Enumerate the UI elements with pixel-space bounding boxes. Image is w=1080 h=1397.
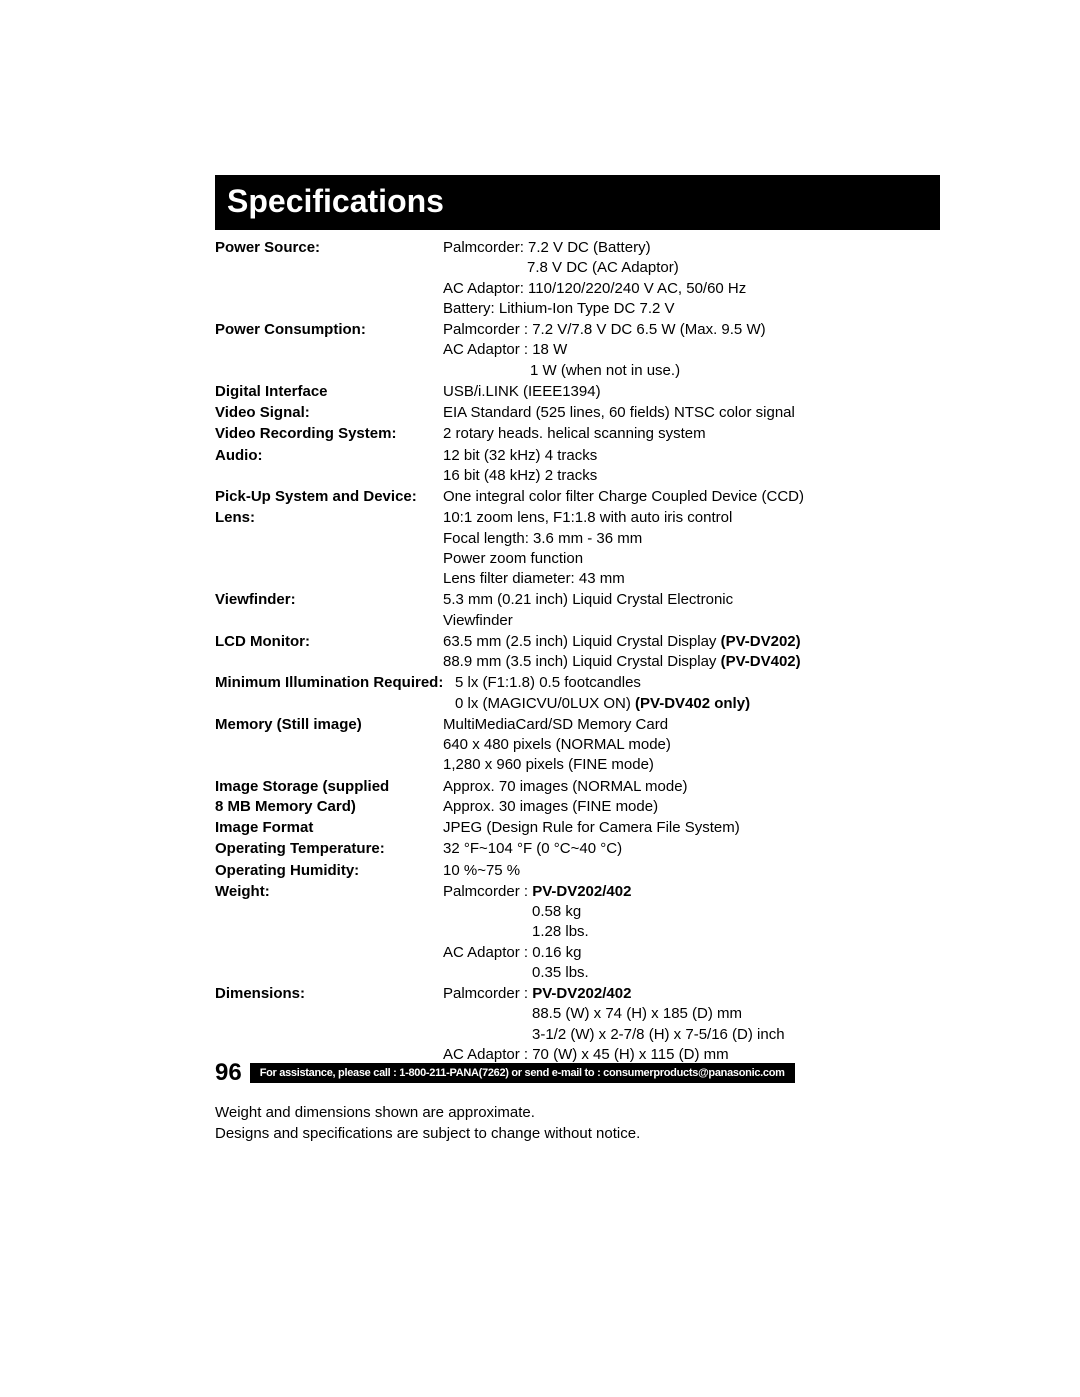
spec-value: Palmcorder: 7.2 V DC (Battery) 7.8 V DC … bbox=[443, 238, 940, 319]
footer-note-line: Weight and dimensions shown are approxim… bbox=[215, 1103, 940, 1123]
spec-row-digital-interface: Digital Interface USB/i.LINK (IEEE1394) bbox=[215, 382, 940, 402]
spec-row-operating-temp: Operating Temperature: 32 °F~104 °F (0 °… bbox=[215, 839, 940, 859]
spec-value: Palmcorder : 7.2 V/7.8 V DC 6.5 W (Max. … bbox=[443, 320, 940, 381]
footer-note-line: Designs and specifications are subject t… bbox=[215, 1124, 940, 1144]
spec-value: 63.5 mm (2.5 inch) Liquid Crystal Displa… bbox=[443, 632, 940, 673]
spec-value: MultiMediaCard/SD Memory Card 640 x 480 … bbox=[443, 715, 940, 776]
spec-value: Approx. 70 images (NORMAL mode) Approx. … bbox=[443, 777, 940, 818]
spec-value: 32 °F~104 °F (0 °C~40 °C) bbox=[443, 839, 940, 859]
title-bar: Specifications bbox=[215, 175, 940, 230]
spec-row-weight: Weight: Palmcorder : PV-DV202/402 0.58 k… bbox=[215, 882, 940, 983]
bottom-bar: 96 For assistance, please call : 1-800-2… bbox=[215, 1059, 795, 1087]
page-number: 96 bbox=[215, 1059, 242, 1087]
spec-row-power-source: Power Source: Palmcorder: 7.2 V DC (Batt… bbox=[215, 238, 940, 319]
page-title: Specifications bbox=[227, 183, 928, 220]
specs-table: Power Source: Palmcorder: 7.2 V DC (Batt… bbox=[215, 238, 940, 1085]
spec-row-lcd-monitor: LCD Monitor: 63.5 mm (2.5 inch) Liquid C… bbox=[215, 632, 940, 673]
spec-label: Weight: bbox=[215, 882, 443, 983]
spec-value: USB/i.LINK (IEEE1394) bbox=[443, 382, 940, 402]
spec-row-image-storage: Image Storage (supplied 8 MB Memory Card… bbox=[215, 777, 940, 818]
footer-notes: Weight and dimensions shown are approxim… bbox=[215, 1103, 940, 1144]
footer-banner: For assistance, please call : 1-800-211-… bbox=[250, 1063, 795, 1083]
spec-value: 5 lx (F1:1.8) 0.5 footcandles 0 lx (MAGI… bbox=[455, 673, 940, 714]
spec-value: 5.3 mm (0.21 inch) Liquid Crystal Electr… bbox=[443, 590, 940, 631]
page-container: Specifications Power Source: Palmcorder:… bbox=[0, 0, 1080, 1144]
spec-row-video-recording: Video Recording System: 2 rotary heads. … bbox=[215, 424, 940, 444]
spec-row-min-illumination: Minimum Illumination Required: 5 lx (F1:… bbox=[215, 673, 940, 714]
spec-label: Memory (Still image) bbox=[215, 715, 443, 776]
spec-row-power-consumption: Power Consumption: Palmcorder : 7.2 V/7.… bbox=[215, 320, 940, 381]
spec-value: 10 %~75 % bbox=[443, 861, 940, 881]
spec-label: Power Source: bbox=[215, 238, 443, 319]
spec-label: Viewfinder: bbox=[215, 590, 443, 631]
spec-row-pickup: Pick-Up System and Device: One integral … bbox=[215, 487, 940, 507]
spec-label: Operating Temperature: bbox=[215, 839, 443, 859]
spec-value: EIA Standard (525 lines, 60 fields) NTSC… bbox=[443, 403, 940, 423]
spec-value: JPEG (Design Rule for Camera File System… bbox=[443, 818, 940, 838]
spec-label: Minimum Illumination Required: bbox=[215, 673, 455, 714]
spec-label: Pick-Up System and Device: bbox=[215, 487, 443, 507]
spec-row-lens: Lens: 10:1 zoom lens, F1:1.8 with auto i… bbox=[215, 508, 940, 589]
spec-label: Audio: bbox=[215, 446, 443, 487]
spec-row-memory: Memory (Still image) MultiMediaCard/SD M… bbox=[215, 715, 940, 776]
spec-row-audio: Audio: 12 bit (32 kHz) 4 tracks 16 bit (… bbox=[215, 446, 940, 487]
spec-label: Digital Interface bbox=[215, 382, 443, 402]
spec-label: Power Consumption: bbox=[215, 320, 443, 381]
spec-value: 12 bit (32 kHz) 4 tracks 16 bit (48 kHz)… bbox=[443, 446, 940, 487]
spec-value: Palmcorder : PV-DV202/402 0.58 kg 1.28 l… bbox=[443, 882, 940, 983]
spec-row-viewfinder: Viewfinder: 5.3 mm (0.21 inch) Liquid Cr… bbox=[215, 590, 940, 631]
spec-row-video-signal: Video Signal: EIA Standard (525 lines, 6… bbox=[215, 403, 940, 423]
spec-value: 10:1 zoom lens, F1:1.8 with auto iris co… bbox=[443, 508, 940, 589]
spec-row-image-format: Image Format JPEG (Design Rule for Camer… bbox=[215, 818, 940, 838]
spec-label: LCD Monitor: bbox=[215, 632, 443, 673]
spec-label: Image Storage (supplied 8 MB Memory Card… bbox=[215, 777, 443, 818]
spec-value: 2 rotary heads. helical scanning system bbox=[443, 424, 940, 444]
spec-row-operating-humidity: Operating Humidity: 10 %~75 % bbox=[215, 861, 940, 881]
spec-label: Operating Humidity: bbox=[215, 861, 443, 881]
spec-label: Image Format bbox=[215, 818, 443, 838]
spec-label: Lens: bbox=[215, 508, 443, 589]
spec-label: Video Recording System: bbox=[215, 424, 443, 444]
spec-value: One integral color filter Charge Coupled… bbox=[443, 487, 940, 507]
spec-label: Video Signal: bbox=[215, 403, 443, 423]
